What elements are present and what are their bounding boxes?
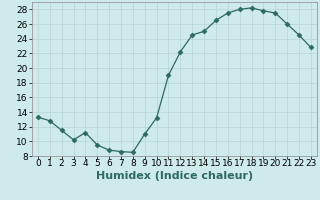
X-axis label: Humidex (Indice chaleur): Humidex (Indice chaleur) (96, 171, 253, 181)
